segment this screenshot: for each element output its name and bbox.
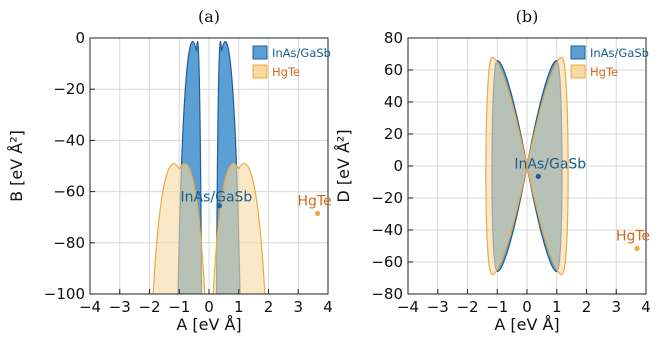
- x-tick-label: −2: [456, 298, 478, 316]
- data-point: [634, 245, 640, 251]
- x-tick-label: 3: [611, 298, 621, 316]
- x-tick-label: −2: [138, 298, 160, 316]
- data-point: [535, 173, 541, 179]
- y-tick-label: −100: [44, 285, 85, 303]
- y-tick-label: 80: [384, 29, 403, 47]
- x-tick-label: −3: [109, 298, 131, 316]
- y-tick-label: −40: [371, 221, 403, 239]
- x-tick-label: −4: [79, 298, 101, 316]
- legend-swatch: [252, 45, 268, 60]
- panel-b-xlabel: A [eV Å]: [494, 315, 559, 334]
- y-tick-label: 60: [384, 61, 403, 79]
- legend-entry: InAs/GaSb: [272, 46, 331, 60]
- y-tick-label: 0: [75, 29, 85, 47]
- y-tick-label: −60: [371, 253, 403, 271]
- hgte-region: [212, 162, 266, 294]
- legend-swatch: [570, 64, 586, 79]
- legend-entry: HgTe: [272, 65, 300, 79]
- x-tick-label: −3: [427, 298, 449, 316]
- y-tick-label: 40: [384, 93, 403, 111]
- x-tick-label: −1: [168, 298, 190, 316]
- y-tick-label: −80: [53, 234, 85, 252]
- point-label: HgTe: [297, 193, 331, 209]
- data-point: [314, 210, 321, 216]
- x-tick-label: −1: [486, 298, 508, 316]
- region-group: [152, 40, 266, 294]
- panel-b-label: (b): [516, 7, 539, 26]
- x-tick-label: 1: [552, 298, 562, 316]
- x-tick-label: 0: [204, 298, 214, 316]
- hgte-region: [485, 56, 569, 276]
- panel-a-ylabel: B [eV Å²]: [7, 130, 26, 202]
- y-tick-label: −60: [53, 183, 85, 201]
- panel-b: (b) −4 −3 −2 −1 0 1 2 3 4 80 60 40 20 0 −20 −40 −60 −80 A…: [334, 7, 651, 334]
- y-tick-label: −20: [53, 80, 85, 98]
- x-tick-label: 2: [582, 298, 592, 316]
- legend-swatch: [252, 64, 268, 79]
- y-tick-label: −40: [53, 131, 85, 149]
- panel-a-xlabel: A [eV Å]: [176, 315, 241, 334]
- panel-a-label: (a): [198, 7, 220, 26]
- y-tick-label: −80: [371, 285, 403, 303]
- y-tick-label: 20: [384, 125, 403, 143]
- y-tick-label: 0: [393, 157, 403, 175]
- x-tick-label: −4: [397, 298, 419, 316]
- point-label: HgTe: [616, 228, 650, 244]
- x-tick-label: 0: [522, 298, 532, 316]
- legend-entry: InAs/GaSb: [590, 46, 649, 60]
- x-tick-label: 3: [293, 298, 303, 316]
- x-tick-label: 1: [234, 298, 244, 316]
- data-point: [216, 203, 223, 209]
- panel-b-ylabel: D [eV Å²]: [334, 129, 353, 202]
- hgte-region: [152, 162, 206, 294]
- x-tick-label: 2: [264, 298, 274, 316]
- x-tick-label: 4: [641, 298, 651, 316]
- x-tick-label: 4: [323, 298, 333, 316]
- point-label: InAs/GaSb: [181, 190, 253, 206]
- point-label: InAs/GaSb: [514, 156, 586, 172]
- legend-entry: HgTe: [590, 65, 618, 79]
- panel-a: (a) −4 −3 −2 −1 0 1 2 3 4 0 −20 −40 −60 −80 −100 A [eV…: [7, 7, 333, 334]
- legend-swatch: [570, 45, 586, 60]
- y-tick-label: −20: [371, 189, 403, 207]
